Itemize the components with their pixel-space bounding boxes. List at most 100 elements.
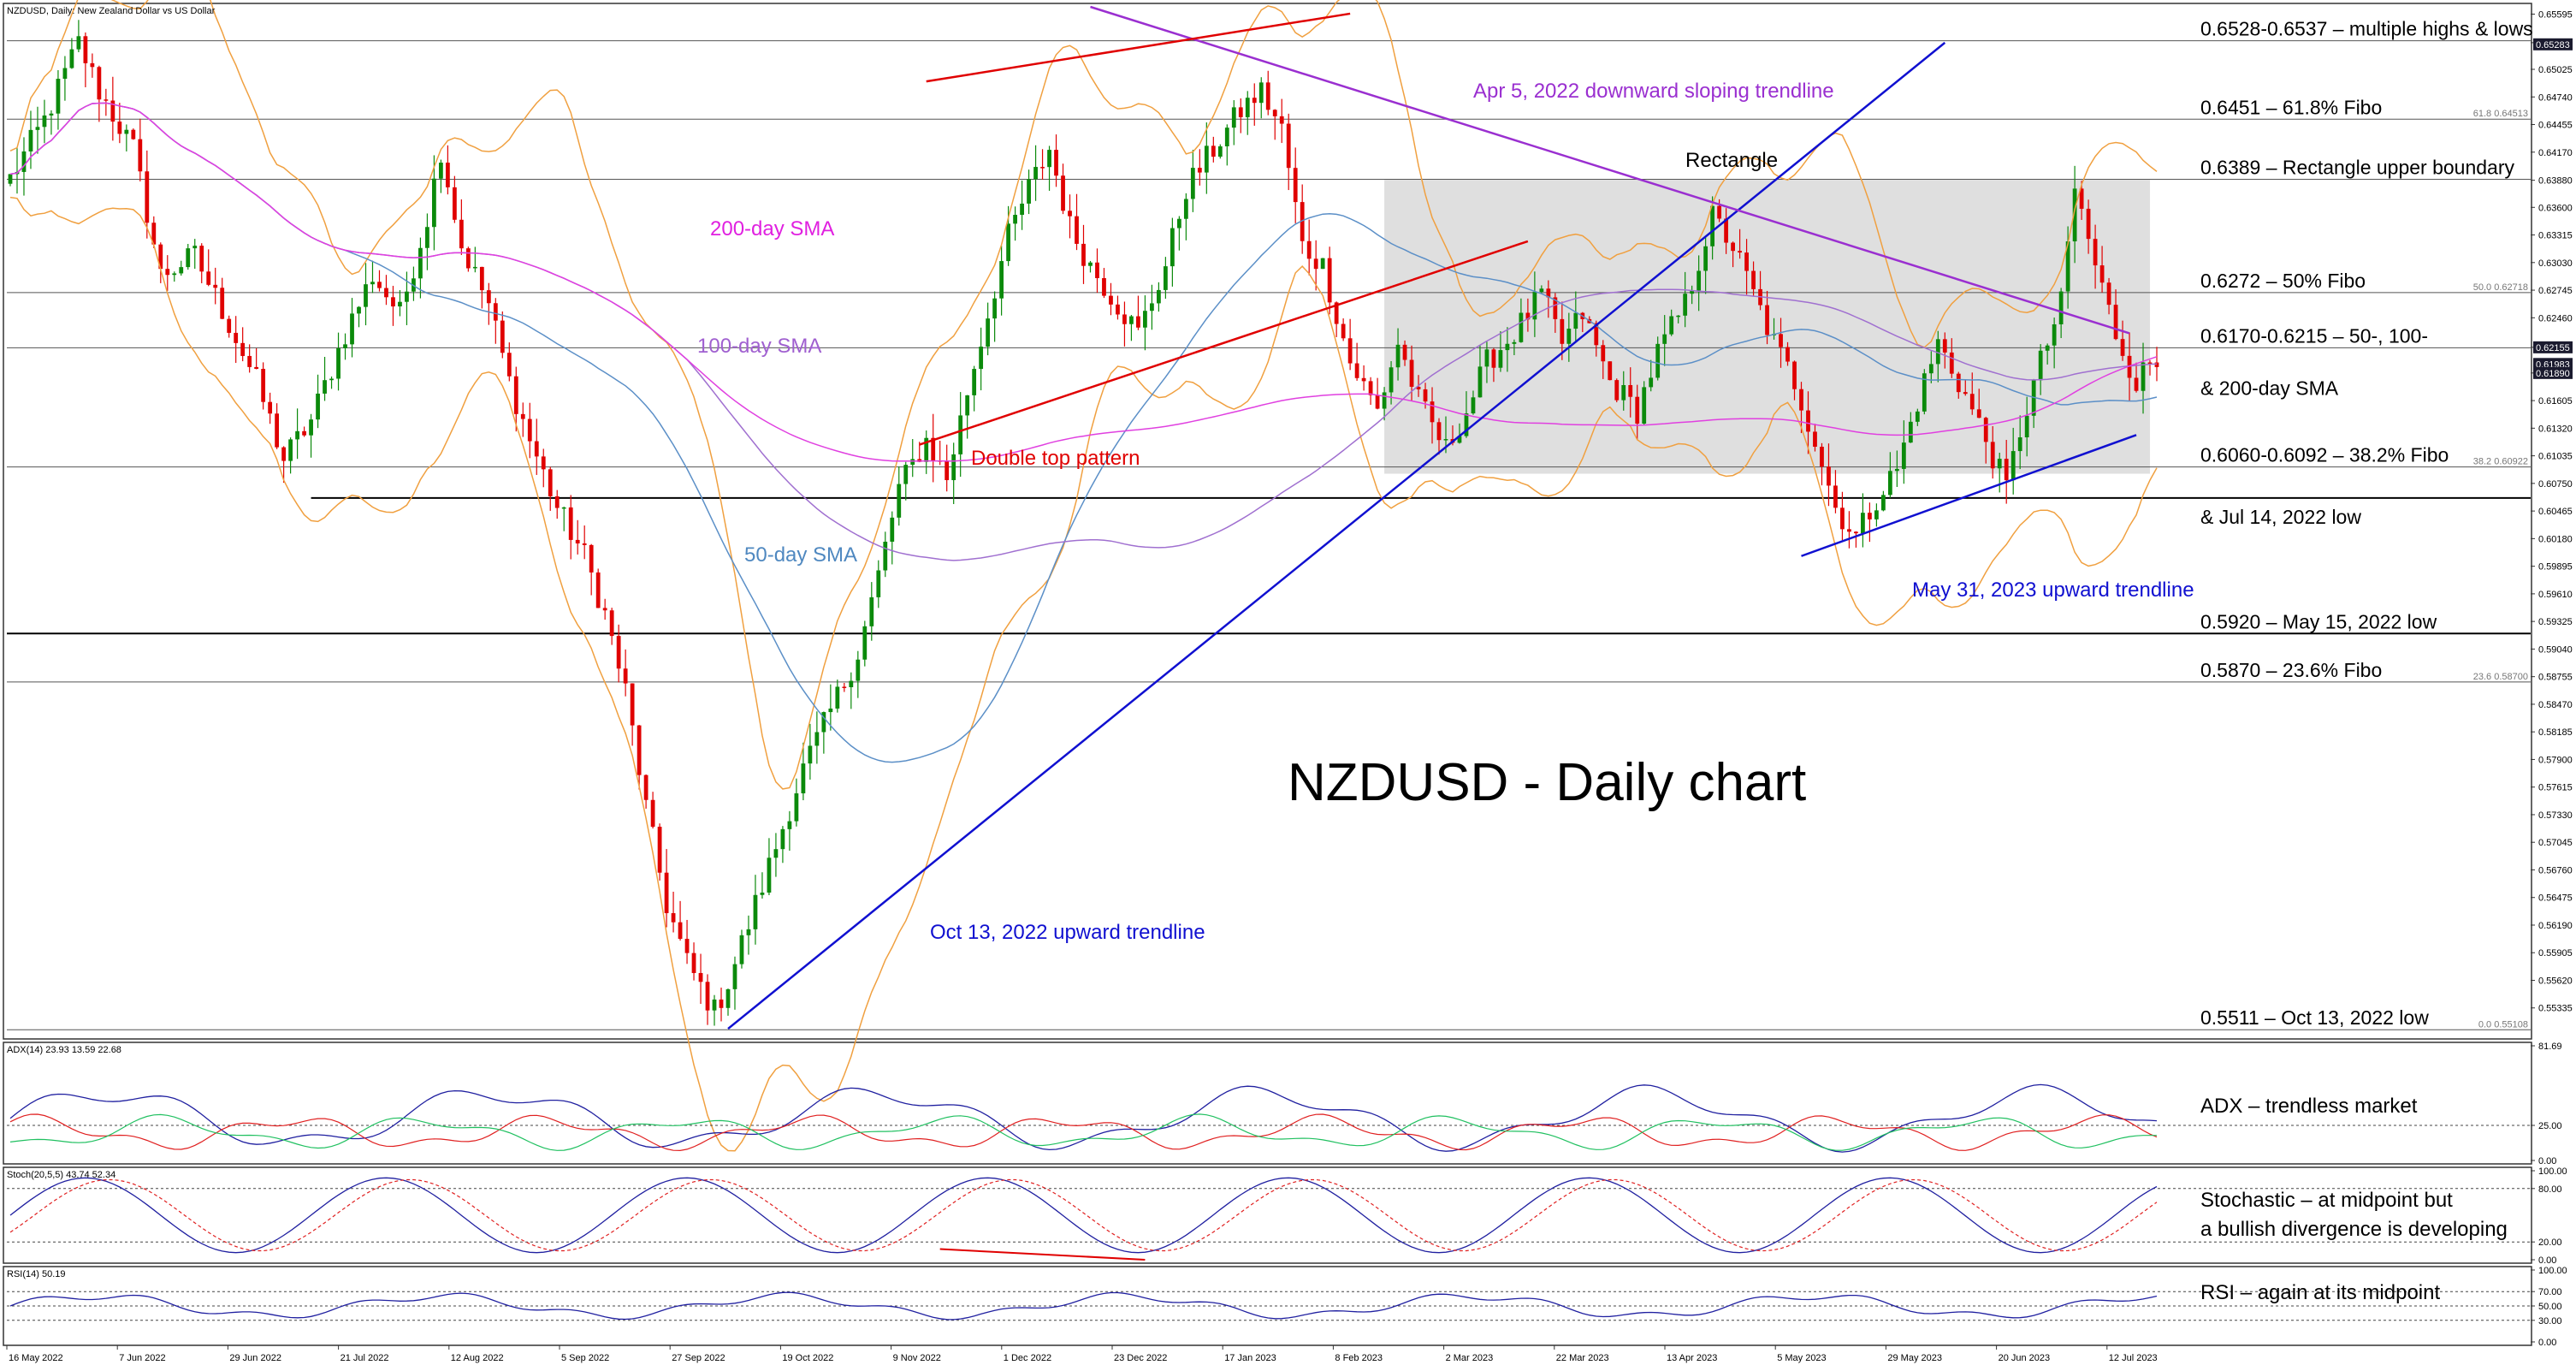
candle-body (1095, 262, 1099, 278)
candle-body (2010, 451, 2016, 481)
candle-body (828, 708, 833, 713)
candle-body (1327, 258, 1332, 303)
level-label: & 200-day SMA (2200, 377, 2339, 399)
candle-body (2127, 355, 2132, 378)
price-tick-label: 0.65025 (2538, 65, 2573, 75)
rectangle-label: Rectangle (1685, 149, 1778, 172)
stoch-note-2: a bullish divergence is developing (2200, 1218, 2508, 1241)
osc-tick-label: 50.00 (2538, 1302, 2562, 1312)
candle-body (1471, 397, 1476, 414)
candle-body (8, 174, 13, 184)
date-tick-label: 8 Feb 2023 (1335, 1353, 1383, 1363)
level-label: & Jul 14, 2022 low (2200, 506, 2361, 528)
candle-body (1710, 205, 1715, 246)
level-label: 0.6451 – 61.8% Fibo (2200, 96, 2382, 118)
osc-tick-label: 81.69 (2538, 1042, 2562, 1052)
candle-body (999, 261, 1004, 299)
candle-body (2045, 345, 2050, 351)
chart-title: NZDUSD - Daily chart (1288, 753, 1806, 812)
candle-body (945, 460, 950, 481)
price-tick-label: 0.64455 (2538, 121, 2573, 131)
candle-body (1136, 316, 1140, 328)
candle-body (1176, 218, 1181, 228)
candle-body (261, 369, 266, 402)
candle-body (637, 725, 642, 775)
candle-body (1245, 98, 1250, 117)
candle-body (2113, 305, 2118, 340)
candle-body (1512, 341, 1517, 344)
candle-body (21, 151, 27, 172)
candle-body (1341, 323, 1346, 339)
candle-body (213, 284, 218, 288)
date-tick-label: 27 Sep 2022 (672, 1353, 725, 1363)
candle-body (42, 115, 47, 128)
candle-body (1894, 468, 1899, 472)
candle-body (1928, 364, 1933, 374)
candle-body (1389, 367, 1394, 393)
candle-body (1614, 380, 1620, 401)
candle-body (1224, 128, 1229, 146)
candle-body (1868, 513, 1872, 519)
candle-body (1676, 315, 1681, 318)
candle-body (1840, 507, 1845, 530)
candle-body (1375, 395, 1380, 409)
date-tick-label: 1 Dec 2022 (1004, 1353, 1051, 1363)
chart-header: NZDUSD, Daily: New Zealand Dollar vs US … (7, 6, 216, 16)
double-top-lower-line (919, 240, 1529, 446)
candle-body (2086, 208, 2091, 240)
candle-body (391, 297, 395, 307)
price-tick-label: 0.55905 (2538, 948, 2573, 959)
price-tick-label: 0.57900 (2538, 755, 2573, 765)
candle-body (1354, 363, 1359, 378)
sma50-line (9, 102, 2158, 763)
candle-body (931, 437, 936, 461)
candle-body (1217, 145, 1223, 157)
candle-body (1887, 471, 1892, 496)
price-tick-label: 0.59610 (2538, 590, 2573, 600)
adx-label: ADX(14) 23.93 13.59 22.68 (7, 1045, 121, 1055)
candle-body (1532, 292, 1537, 320)
rsi-line (9, 1291, 2158, 1321)
candle-body (465, 248, 471, 269)
candle-body (1484, 349, 1489, 367)
may31-upward-trendline (1801, 434, 2137, 557)
level-label: 0.6060-0.6092 – 38.2% Fibo (2200, 444, 2449, 466)
candle-body (732, 964, 737, 989)
candle-body (247, 355, 252, 367)
may31-trend-label: May 31, 2023 upward trendline (1912, 579, 2194, 602)
candle-body (418, 247, 423, 279)
date-tick-label: 17 Jan 2023 (1224, 1353, 1276, 1363)
candle-body (1197, 168, 1202, 173)
candle-body (1608, 361, 1613, 381)
candle-body (1566, 329, 1572, 344)
price-badge-label: 0.61890 (2536, 369, 2570, 379)
candle-body (1272, 110, 1277, 116)
stoch-d-line (9, 1178, 2158, 1252)
candle-body (1068, 211, 1072, 217)
candle-body (364, 284, 368, 307)
candle-body (1430, 401, 1435, 423)
price-tick-label: 0.60465 (2538, 507, 2573, 517)
candle-body (138, 139, 143, 172)
main-panel-frame (3, 3, 2532, 1040)
candle-body (1047, 150, 1051, 168)
candle-body (1361, 377, 1366, 382)
price-tick-label: 0.59895 (2538, 562, 2573, 573)
price-badge (2533, 341, 2573, 353)
candle-body (1942, 339, 1947, 353)
candle-body (1477, 366, 1483, 398)
candle-body (1368, 381, 1373, 395)
level-label: 0.5511 – Oct 13, 2022 low (2200, 1006, 2429, 1029)
candle-body (1649, 377, 1654, 388)
candle-body (1286, 123, 1291, 169)
candle-body (1662, 334, 1667, 344)
candle-body (493, 303, 498, 321)
candle-body (2024, 415, 2029, 438)
candle-body (500, 320, 505, 353)
fibo-label: 0.0 0.55108 (2478, 1019, 2528, 1030)
price-tick-label: 0.60750 (2538, 479, 2573, 490)
candle-body (1792, 361, 1797, 389)
candle-body (1594, 323, 1599, 346)
candle-body (151, 223, 157, 245)
